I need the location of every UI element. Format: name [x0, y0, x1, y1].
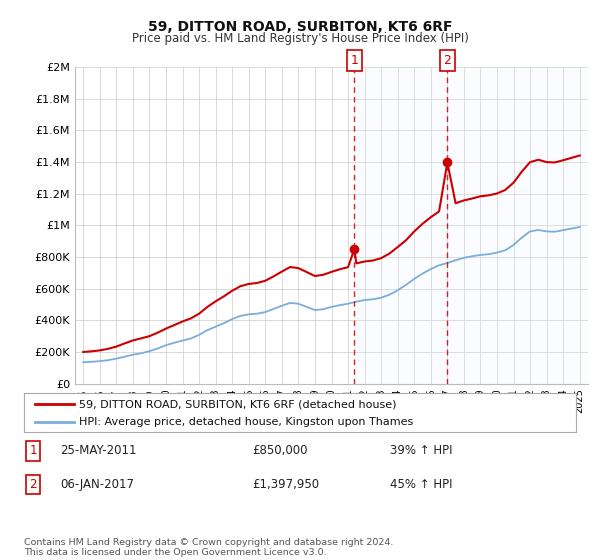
Text: 1: 1 — [29, 444, 37, 458]
Text: Price paid vs. HM Land Registry's House Price Index (HPI): Price paid vs. HM Land Registry's House … — [131, 32, 469, 45]
Text: 06-JAN-2017: 06-JAN-2017 — [60, 478, 134, 491]
Text: 59, DITTON ROAD, SURBITON, KT6 6RF (detached house): 59, DITTON ROAD, SURBITON, KT6 6RF (deta… — [79, 399, 397, 409]
Bar — [355, 67, 588, 384]
Text: 2: 2 — [29, 478, 37, 491]
Text: 59, DITTON ROAD, SURBITON, KT6 6RF: 59, DITTON ROAD, SURBITON, KT6 6RF — [148, 20, 452, 34]
Text: HPI: Average price, detached house, Kingston upon Thames: HPI: Average price, detached house, King… — [79, 417, 413, 427]
Text: 25-MAY-2011: 25-MAY-2011 — [60, 444, 137, 458]
Text: 39% ↑ HPI: 39% ↑ HPI — [390, 444, 452, 458]
Text: 2: 2 — [443, 54, 451, 67]
Text: 45% ↑ HPI: 45% ↑ HPI — [390, 478, 452, 491]
Text: 1: 1 — [350, 54, 358, 67]
Text: £850,000: £850,000 — [252, 444, 308, 458]
Text: £1,397,950: £1,397,950 — [252, 478, 319, 491]
Text: Contains HM Land Registry data © Crown copyright and database right 2024.
This d: Contains HM Land Registry data © Crown c… — [24, 538, 394, 557]
